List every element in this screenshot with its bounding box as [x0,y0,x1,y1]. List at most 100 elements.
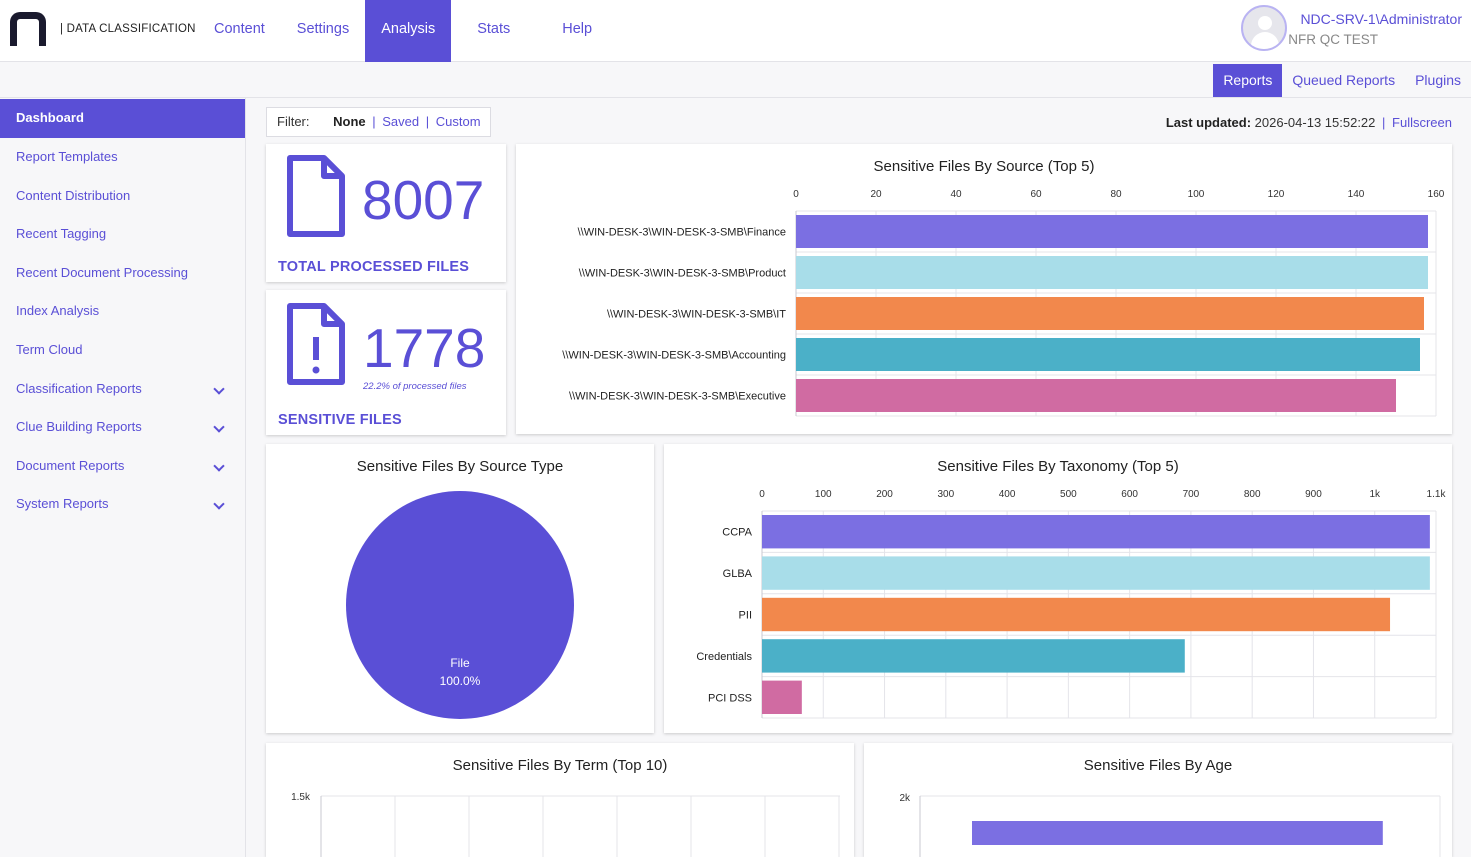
tick-label: 40 [950,189,962,200]
filter-saved[interactable]: Saved [382,114,420,129]
user-org: NFR QC TEST [1288,32,1378,47]
chart-title: Sensitive Files By Taxonomy (Top 5) [937,458,1179,475]
sidebar-item-label: Term Cloud [16,341,83,357]
tick-label: 1.1k [1427,489,1447,500]
tick-label: 300 [937,489,954,500]
nav-settings[interactable]: Settings [296,21,350,37]
chart-title: Sensitive Files By Term (Top 10) [452,757,668,774]
tick-label: 160 [1428,189,1445,200]
bar [762,680,802,714]
chart-by-age-card: Sensitive Files By Age 2k [864,743,1452,857]
tick-label: 200 [876,489,893,500]
tab-plugins[interactable]: Plugins [1415,72,1461,88]
kpi-total-title: TOTAL PROCESSED FILES [278,259,470,275]
fullscreen-link[interactable]: Fullscreen [1392,115,1452,130]
user-name: NDC-SRV-1\Administrator [1300,11,1462,27]
pie-slice [346,491,574,719]
bar [762,556,1430,590]
category-label: PCI DSS [708,692,752,704]
category-label: Credentials [696,651,752,663]
bar [796,338,1420,371]
tick-label: 1k [1369,489,1381,500]
category-label: \\WIN-DESK-3\WIN-DESK-3-SMB\Executive [569,391,786,403]
bar [796,215,1428,248]
chart-by-term-card: Sensitive Files By Term (Top 10) 1.5k [266,743,854,857]
kpi-total-card: 8007 TOTAL PROCESSED FILES [266,144,506,282]
sidebar-item-label: Recent Tagging [16,226,107,242]
bar [796,379,1396,412]
chevron-down-icon[interactable] [213,498,225,511]
logo[interactable] [10,12,46,46]
tick-label: 500 [1060,489,1077,500]
sidebar-item-label: Report Templates [16,149,118,164]
chart-by-taxonomy: 0 100 200 300 400 500 600 700 800 900 1k 1.1k CCPA GL… [696,489,1447,719]
chart-by-source-type-card: Sensitive Files By Source Type File 100.0… [266,444,654,733]
category-label: CCPA [722,527,752,539]
sidebar-item-label: Document Reports [16,457,125,473]
avatar[interactable] [1241,5,1287,51]
kpi-sensitive-sub: 22.2% of processed files [363,381,467,392]
category-label: \\WIN-DESK-3\WIN-DESK-3-SMB\Product [579,268,786,280]
chart-by-source: 0 20 40 60 80 100 120 140 160 \\WIN-DESK-3\WIN-DE… [562,189,1445,417]
sidebar-item-system-reports[interactable]: System Reports [0,485,245,524]
bar [796,256,1428,289]
sidebar-item-recent-tagging[interactable]: Recent Tagging [0,215,245,254]
nav-analysis[interactable]: Analysis [365,0,452,62]
category-label: \\WIN-DESK-3\WIN-DESK-3-SMB\Accounting [562,350,786,362]
top-navbar: | DATA CLASSIFICATION Content Settings A… [0,0,1471,62]
tick-label: 900 [1305,489,1322,500]
tick-label: 60 [1030,189,1042,200]
slice-label: File [450,656,470,670]
filter-none[interactable]: None [333,114,366,129]
sidebar-item-term-cloud[interactable]: Term Cloud [0,331,245,370]
tab-queued-reports[interactable]: Queued Reports [1292,72,1396,88]
sub-navbar: Reports Queued Reports Plugins [0,62,1471,98]
sidebar-item-clue-building-reports[interactable]: Clue Building Reports [0,408,245,447]
bar [762,639,1185,673]
last-updated: Last updated: 2026-04-13 15:52:22 | Full… [1165,115,1452,130]
chevron-down-icon[interactable] [213,421,225,433]
sidebar-item-label: Recent Document Processing [16,264,188,280]
tick-label: 600 [1121,489,1138,500]
sidebar-item-recent-document-processing[interactable]: Recent Document Processing [0,254,245,293]
chart-by-taxonomy-card: Sensitive Files By Taxonomy (Top 5) 0 100… [664,444,1452,733]
category-label: GLBA [723,568,753,580]
kpi-sensitive-value: 1778 [363,317,486,379]
main-nav: Content Settings Analysis Stats Help [198,0,608,62]
chevron-down-icon[interactable] [213,460,225,472]
sidebar: Dashboard Report Templates Content Distr… [0,98,246,857]
chevron-down-icon[interactable] [213,382,225,395]
last-updated-label: Last updated: [1165,115,1252,130]
nav-content[interactable]: Content [214,21,265,37]
nav-stats[interactable]: Stats [477,21,511,37]
sidebar-item-label: Index Analysis [16,303,100,319]
sidebar-item-document-reports[interactable]: Document Reports [0,447,245,486]
sidebar-item-label: Content Distribution [16,187,131,203]
nav-help[interactable]: Help [562,21,593,37]
bar [762,515,1430,549]
tick-label: 2k [899,793,911,804]
sidebar-item-label: Clue Building Reports [16,419,142,435]
sidebar-item-classification-reports[interactable]: Classification Reports [0,370,245,409]
bar [796,297,1424,330]
sidebar-item-content-distribution[interactable]: Content Distribution [0,177,245,216]
sidebar-item-index-analysis[interactable]: Index Analysis [0,292,245,331]
chart-by-source-card: Sensitive Files By Source (Top 5) 0 20 40 6… [516,144,1452,434]
last-updated-value: 2026-04-13 15:52:22 [1254,115,1376,130]
tab-reports[interactable]: Reports [1213,64,1283,97]
chart-title: Sensitive Files By Age [1083,757,1233,774]
filter-label: Filter: [277,114,310,129]
tick-label: 0 [793,189,799,200]
category-label: \\WIN-DESK-3\WIN-DESK-3-SMB\Finance [578,227,786,239]
slice-value: 100.0% [440,674,481,688]
file-icon [287,155,345,237]
brand-label: | DATA CLASSIFICATION [60,23,196,35]
tick-label: 140 [1348,189,1365,200]
tick-label: 80 [1110,189,1122,200]
kpi-sensitive-title: SENSITIVE FILES [278,412,402,428]
sidebar-item-report-templates[interactable]: Report Templates [0,138,245,177]
filter-custom[interactable]: Custom [435,114,481,129]
kpi-sensitive-card: 1778 22.2% of processed files SENSITIVE … [266,290,506,435]
tick-label: 1.5k [291,792,311,803]
sidebar-item-dashboard[interactable]: Dashboard [0,99,245,138]
